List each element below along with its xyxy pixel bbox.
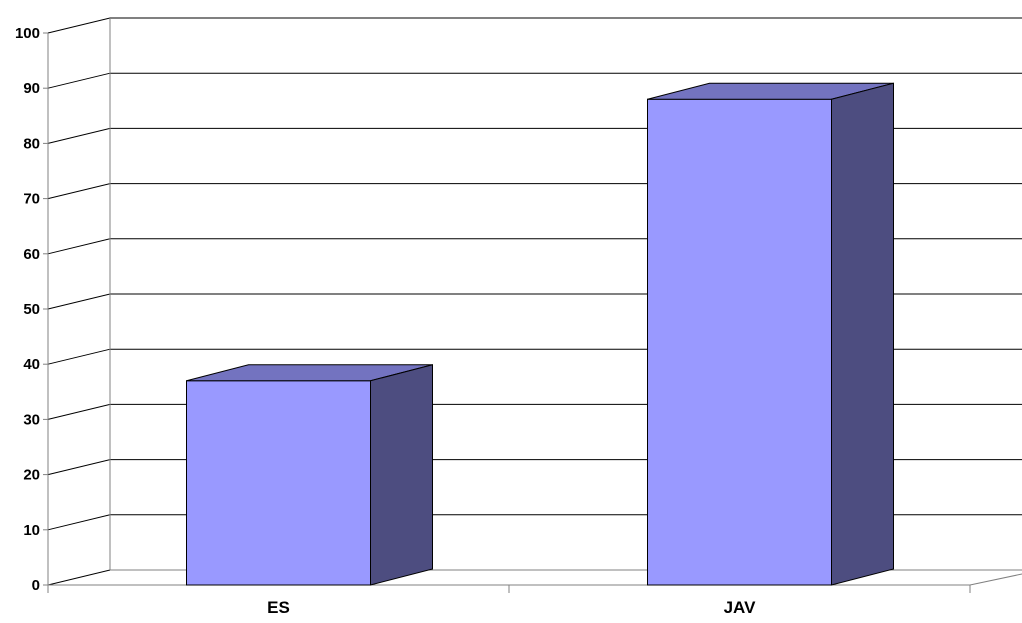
bar-es [186,364,433,586]
y-tick-label-40: 40 [23,356,40,373]
y-tick-label-60: 60 [23,246,40,263]
y-tick-label-50: 50 [23,301,40,318]
y-tick-label-80: 80 [23,135,40,152]
y-tick-label-90: 90 [23,80,40,97]
bar-jav [647,82,894,586]
x-category-label-jav: JAV [724,598,756,617]
y-tick-label-10: 10 [23,522,40,539]
y-tick-label-30: 30 [23,411,40,428]
bars [186,82,894,586]
bar-es-side [370,364,433,586]
y-tick-label-70: 70 [23,191,40,208]
bar-jav-front [647,98,832,586]
gridline-100 [47,17,1022,34]
floor-right-edge [969,573,1022,586]
labels: 0 10 20 30 40 50 60 70 80 90 100 ES JAV [15,25,756,617]
x-category-label-es: ES [267,598,290,617]
bar-es-front [186,380,371,586]
y-tick-label-20: 20 [23,467,40,484]
y-tick-label-0: 0 [32,577,40,594]
bar-jav-side [831,82,894,586]
y-tick-label-100: 100 [15,25,40,42]
